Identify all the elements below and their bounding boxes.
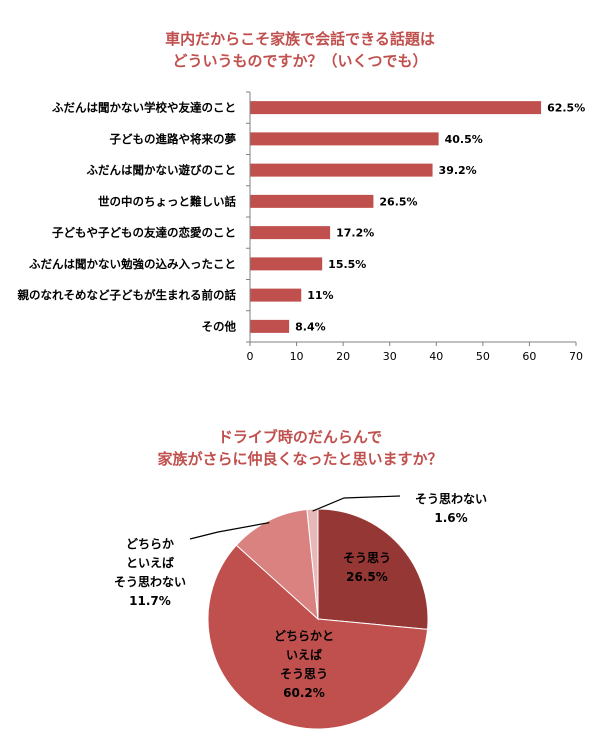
bar <box>250 319 290 333</box>
pie-slice-label: そう思わない <box>114 575 186 589</box>
bar-category-label: 親のなれそめなど子どもが生まれる前の話 <box>18 288 237 302</box>
bar-category-label: その他 <box>202 319 237 333</box>
bar-category-label: 世の中のちょっと難しい話 <box>98 194 236 208</box>
pie-chart-title-line1: ドライブ時のだんらんで <box>217 428 383 446</box>
bar <box>250 101 542 115</box>
bar-category-label: ふだんは聞かない勉強の込み入ったこと <box>29 257 236 271</box>
pie-value-label: 60.2% <box>283 686 325 700</box>
bar <box>250 288 302 302</box>
bar <box>250 257 323 271</box>
bar <box>250 194 374 208</box>
pie-slice <box>207 544 429 730</box>
bar-category-label: ふだんは聞かない学校や友達のこと <box>52 101 236 115</box>
pie-leader-line <box>189 522 270 540</box>
pie-slice-label: そう思う <box>280 667 328 681</box>
bar-value-label: 40.5% <box>445 133 483 146</box>
bar-value-label: 39.2% <box>439 164 477 177</box>
pie-slice <box>235 509 319 621</box>
pie-chart-title-line2: 家族がさらに仲良くなったと思いますか？ <box>157 450 443 468</box>
bar-chart-title-line2: どういうものですか？（いくつでも） <box>172 52 428 70</box>
bar-value-label: 62.5% <box>547 102 585 115</box>
bar-category-label: 子どもの進路や将来の夢 <box>110 132 237 146</box>
pie-slice-label: そう思わない <box>415 492 487 506</box>
pie-slice-label: といえば <box>126 555 174 570</box>
bar <box>250 132 439 146</box>
bar <box>250 163 433 177</box>
x-axis-tick-label: 50 <box>476 350 490 363</box>
pie-value-label: 1.6% <box>434 511 467 525</box>
bar-chart: ふだんは聞かない学校や友達のこと 62.5% 子どもの進路や将来の夢 40.5% ふだん… <box>18 91 585 363</box>
x-axis-tick-label: 20 <box>336 350 350 363</box>
bar-category-label: 子どもや子どもの友達の恋愛のこと <box>52 226 236 240</box>
pie-slice-label: どちらかと <box>274 629 334 643</box>
bar-value-label: 26.5% <box>379 195 417 208</box>
bar-value-label: 17.2% <box>336 227 374 240</box>
x-axis-tick-label: 70 <box>569 350 583 363</box>
pie-slice-label: いえば <box>286 647 322 662</box>
pie-slice <box>317 508 429 630</box>
pie-chart-title: ドライブ時のだんらんで 家族がさらに仲良くなったと思いますか？ <box>0 426 600 470</box>
pie-value-label: 11.7% <box>129 594 171 608</box>
bar-value-label: 15.5% <box>328 258 366 271</box>
bar-chart-title: 車内だからこそ家族で会話できる話題は どういうものですか？（いくつでも） <box>0 28 600 72</box>
x-axis-tick-label: 40 <box>429 350 443 363</box>
x-axis-tick-label: 30 <box>383 350 397 363</box>
x-axis-tick-label: 0 <box>247 350 254 363</box>
pie-slice-label: そう思う <box>343 551 391 565</box>
bar-value-label: 8.4% <box>295 320 326 333</box>
x-axis-tick-label: 60 <box>522 350 536 363</box>
x-axis-tick-label: 10 <box>290 350 304 363</box>
pie-leader-line <box>312 495 401 512</box>
pie-value-label: 26.5% <box>346 570 388 584</box>
bar-chart-title-line1: 車内だからこそ家族で会話できる話題は <box>165 30 435 48</box>
pie-slice-label: どちらか <box>126 537 174 551</box>
bar <box>250 226 331 240</box>
bar-value-label: 11% <box>307 289 333 302</box>
bar-category-label: ふだんは聞かない遊びのこと <box>87 163 237 177</box>
